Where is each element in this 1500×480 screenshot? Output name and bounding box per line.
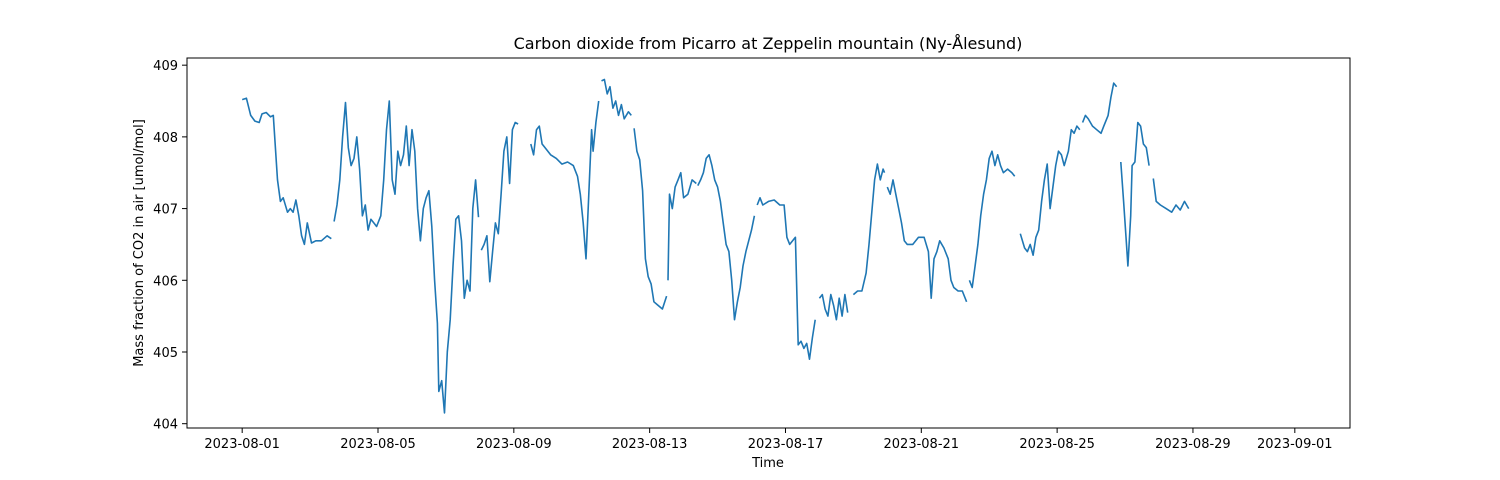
co2-series-segment bbox=[1120, 121, 1150, 267]
x-tick-label: 2023-08-29 bbox=[1155, 437, 1231, 452]
y-tick-label: 408 bbox=[153, 131, 178, 146]
co2-series-segment bbox=[667, 171, 697, 281]
co2-series-segment bbox=[1081, 82, 1118, 135]
y-tick-label: 404 bbox=[153, 418, 178, 433]
co2-series-segment bbox=[756, 197, 816, 361]
co2-series-segment bbox=[1019, 125, 1081, 256]
plot-frame bbox=[186, 57, 1351, 429]
y-tick-label: 405 bbox=[153, 346, 178, 361]
co2-series-segment bbox=[968, 150, 1016, 289]
x-tick-label: 2023-08-05 bbox=[340, 437, 416, 452]
co2-series-segment bbox=[697, 154, 756, 321]
x-tick-label: 2023-08-25 bbox=[1019, 437, 1095, 452]
co2-series-segment bbox=[241, 97, 332, 246]
co2-series-segment bbox=[530, 100, 600, 260]
x-tick-label: 2023-09-01 bbox=[1257, 437, 1333, 452]
x-tick-label: 2023-08-09 bbox=[476, 437, 552, 452]
x-tick-label: 2023-08-13 bbox=[612, 437, 688, 452]
y-axis: 404 405 406 407 408 409 bbox=[153, 59, 187, 433]
co2-series-segment bbox=[886, 179, 968, 303]
x-axis: 2023-08-01 2023-08-05 2023-08-09 2023-08-13… bbox=[204, 428, 1333, 452]
co2-series-segment bbox=[480, 121, 519, 283]
co2-series-segment bbox=[852, 163, 886, 296]
co2-series-segment bbox=[818, 293, 849, 321]
x-tick-label: 2023-08-17 bbox=[748, 437, 824, 452]
x-tick-label: 2023-08-21 bbox=[884, 437, 960, 452]
y-tick-label: 407 bbox=[153, 203, 178, 218]
plot-area bbox=[241, 78, 1190, 414]
co2-series-segment bbox=[633, 128, 668, 310]
co2-series-segment bbox=[333, 100, 480, 414]
y-tick-label: 409 bbox=[153, 59, 178, 74]
co2-series-segment bbox=[1152, 178, 1190, 213]
y-axis-title: Mass fraction of CO2 in air [umol/mol] bbox=[132, 119, 147, 367]
co2-series-segment bbox=[601, 78, 632, 120]
chart-title: Carbon dioxide from Picarro at Zeppelin … bbox=[514, 34, 1023, 53]
x-axis-title: Time bbox=[751, 456, 784, 471]
x-tick-label: 2023-08-01 bbox=[204, 437, 280, 452]
y-tick-label: 406 bbox=[153, 274, 178, 289]
